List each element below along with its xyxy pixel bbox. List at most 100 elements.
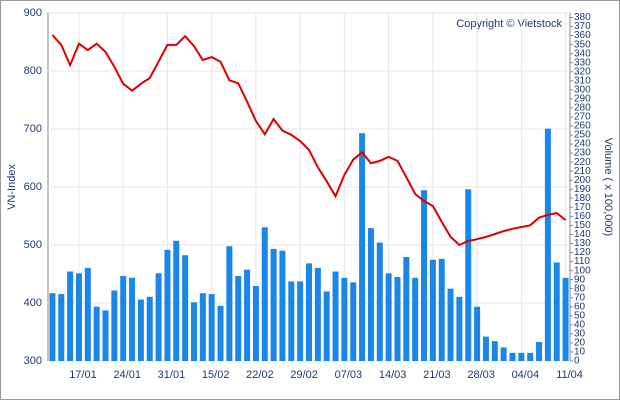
y2-tick-label: 40 xyxy=(574,319,586,330)
y2-tick-label: 100 xyxy=(574,265,591,276)
y2-tick-label: 260 xyxy=(574,121,591,132)
volume-bar xyxy=(421,190,428,361)
y2-tick-label: 360 xyxy=(574,30,591,41)
volume-bar xyxy=(297,281,304,361)
volume-bar xyxy=(376,242,383,361)
y2-tick-label: 200 xyxy=(574,175,591,186)
y2-tick-label: 190 xyxy=(574,184,591,195)
volume-bar xyxy=(67,271,74,361)
y2-tick-label: 150 xyxy=(574,220,591,231)
volume-bar xyxy=(111,290,118,361)
y-tick-label: 300 xyxy=(24,355,42,367)
volume-bar xyxy=(509,352,516,361)
y2-tick-label: 330 xyxy=(574,57,591,68)
volume-bar xyxy=(173,240,180,361)
x-tick-label: 17/01 xyxy=(69,369,97,381)
x-tick-label: 21/03 xyxy=(423,369,451,381)
volume-bar xyxy=(500,347,507,361)
volume-bar xyxy=(137,299,144,361)
volume-bar xyxy=(323,291,330,361)
volume-bar xyxy=(332,271,339,361)
volume-bar xyxy=(518,352,525,361)
y2-tick-label: 160 xyxy=(574,211,591,222)
y2-tick-label: 0 xyxy=(574,356,580,367)
volume-bar xyxy=(314,267,321,361)
volume-bar xyxy=(199,293,206,361)
x-tick-label: 04/04 xyxy=(512,369,540,381)
x-tick-label: 15/02 xyxy=(202,369,230,381)
volume-bar xyxy=(447,288,454,361)
volume-bar xyxy=(456,296,463,361)
y2-tick-label: 280 xyxy=(574,103,591,114)
x-tick-label: 22/02 xyxy=(246,369,274,381)
volume-bar xyxy=(491,341,498,361)
volume-bar xyxy=(208,294,215,361)
volume-bar xyxy=(190,302,197,361)
volume-bar xyxy=(544,128,551,361)
volume-bar xyxy=(261,227,268,361)
y2-tick-label: 270 xyxy=(574,112,591,123)
volume-bar xyxy=(49,293,56,361)
volume-bar xyxy=(482,336,489,361)
volume-bar xyxy=(412,277,419,361)
y2-tick-label: 380 xyxy=(574,12,591,23)
volume-bar xyxy=(235,276,242,361)
volume-bar xyxy=(155,273,162,361)
y2-tick-label: 120 xyxy=(574,247,591,258)
volume-bar xyxy=(403,257,410,361)
volume-bar xyxy=(385,273,392,361)
volume-bar xyxy=(129,277,136,361)
y2-tick-label: 20 xyxy=(574,338,586,349)
volume-bar xyxy=(394,276,401,361)
volume-bar xyxy=(279,250,286,361)
volume-bar xyxy=(58,294,65,361)
volume-bar xyxy=(252,285,259,361)
volume-bar xyxy=(120,276,127,361)
copyright: Copyright © Vietstock xyxy=(456,18,562,30)
volume-bar xyxy=(438,258,445,361)
x-tick-label: 14/03 xyxy=(379,369,407,381)
y-tick-label: 400 xyxy=(24,297,42,309)
volume-bar xyxy=(536,342,543,361)
y2-tick-label: 210 xyxy=(574,166,591,177)
volume-bar xyxy=(75,273,82,361)
volume-bar xyxy=(244,269,251,361)
y2-axis-title: Volume ( x 100,000) xyxy=(602,138,614,236)
y2-tick-label: 350 xyxy=(574,39,591,50)
x-tick-label: 31/01 xyxy=(158,369,186,381)
volume-bar xyxy=(93,306,100,361)
y2-tick-label: 170 xyxy=(574,202,591,213)
y-tick-label: 600 xyxy=(24,181,42,193)
volume-bar xyxy=(217,305,224,361)
volume-bar xyxy=(270,248,277,361)
volume-bar xyxy=(341,277,348,361)
volume-bar xyxy=(146,296,153,361)
y2-tick-label: 370 xyxy=(574,21,591,32)
volume-bar xyxy=(465,189,472,361)
y2-tick-label: 290 xyxy=(574,94,591,105)
y2-tick-label: 60 xyxy=(574,301,586,312)
y2-tick-label: 300 xyxy=(574,84,591,95)
y2-tick-label: 250 xyxy=(574,130,591,141)
y-tick-label: 700 xyxy=(24,123,42,135)
y-tick-label: 900 xyxy=(24,7,42,19)
y2-tick-label: 70 xyxy=(574,292,586,303)
y2-tick-label: 80 xyxy=(574,283,586,294)
volume-bar xyxy=(164,249,171,361)
x-tick-label: 07/03 xyxy=(335,369,363,381)
index-line xyxy=(51,34,567,247)
volume-bar xyxy=(182,255,189,361)
y2-tick-label: 220 xyxy=(574,157,591,168)
volume-bar xyxy=(350,282,357,361)
x-tick-label: 11/04 xyxy=(556,369,583,381)
y2-tick-label: 110 xyxy=(574,256,590,267)
y2-tick-label: 90 xyxy=(574,274,586,285)
x-tick-label: 29/02 xyxy=(290,369,318,381)
volume-bar xyxy=(306,263,312,361)
y-axis-title: VN-Index xyxy=(6,164,18,210)
x-tick-label: 28/03 xyxy=(467,369,495,381)
y2-tick-label: 130 xyxy=(574,238,591,249)
y2-tick-label: 320 xyxy=(574,66,591,77)
volume-bar xyxy=(84,267,91,361)
